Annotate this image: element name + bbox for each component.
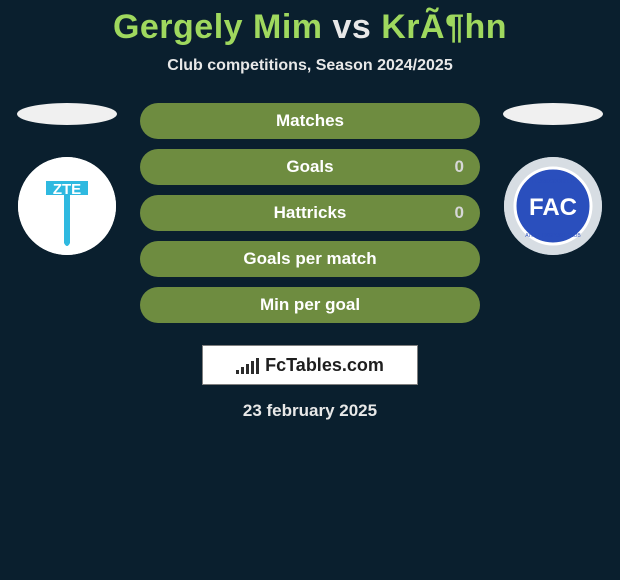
team-logo-left: ZTE [18,157,116,255]
right-ellipse [503,103,603,125]
stat-bar-goals: Goals 0 [140,149,480,185]
stat-label: Matches [276,111,344,131]
stat-label: Hattricks [274,203,347,223]
player1-name: Gergely Mim [113,8,323,46]
comparison-body: ZTE Matches Goals 0 Hattricks 0 Goals per mat… [0,103,620,323]
stat-label: Goals [286,157,333,177]
vs-text: vs [323,8,382,46]
left-ellipse [17,103,117,125]
team-logo-right: FAC FLORIDSDORFER ATHLETIKSPORT-CLUB [504,157,602,255]
stat-label: Min per goal [260,295,360,315]
svg-text:FLORIDSDORFER: FLORIDSDORFER [532,179,575,185]
brand-text: FcTables.com [265,355,384,376]
stat-bar-matches: Matches [140,103,480,139]
bar-chart-icon [236,356,259,374]
stat-label: Goals per match [243,249,376,269]
fac-logo-icon: FAC FLORIDSDORFER ATHLETIKSPORT-CLUB [504,157,602,255]
svg-text:FAC: FAC [529,194,577,221]
player2-name: KrÃ¶hn [381,8,507,46]
stats-column: Matches Goals 0 Hattricks 0 Goals per match Mi… [140,103,480,323]
svg-text:ZTE: ZTE [53,181,81,198]
date-text: 23 february 2025 [0,401,620,421]
stat-bar-goals-per-match: Goals per match [140,241,480,277]
subtitle: Club competitions, Season 2024/2025 [0,57,620,75]
left-side: ZTE [12,103,122,255]
stat-value-right: 0 [455,203,464,223]
right-side: FAC FLORIDSDORFER ATHLETIKSPORT-CLUB [498,103,608,255]
page-title: Gergely Mim vs KrÃ¶hn [0,8,620,47]
zte-logo-icon: ZTE [18,157,116,255]
brand-box[interactable]: FcTables.com [202,345,418,385]
stat-bar-min-per-goal: Min per goal [140,287,480,323]
svg-text:ATHLETIKSPORT-CLUB: ATHLETIKSPORT-CLUB [525,233,581,239]
stat-bar-hattricks: Hattricks 0 [140,195,480,231]
stat-value-right: 0 [455,157,464,177]
